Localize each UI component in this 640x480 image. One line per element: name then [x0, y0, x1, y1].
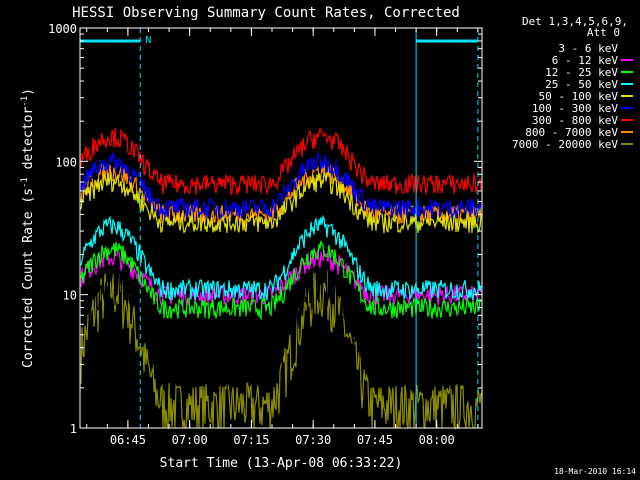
legend-label: 25 - 50 keV [545, 78, 618, 91]
legend-label: 6 - 12 keV [552, 54, 619, 67]
y-tick-label: 10 [63, 289, 77, 303]
legend-label: 100 - 300 keV [532, 102, 618, 115]
y-axis-label-end: ) [21, 88, 36, 96]
y-tick-label: 1000 [48, 22, 77, 36]
night-flag-label: N [145, 35, 151, 46]
legend-header-line-1: Det 1,3,4,5,6,9, [522, 15, 628, 28]
legend-label: 3 - 6 keV [558, 42, 618, 55]
legend-label: 50 - 100 keV [539, 90, 619, 103]
x-tick-label: 07:45 [357, 433, 393, 447]
series-line [80, 250, 482, 391]
chart-title: HESSI Observing Summary Count Rates, Cor… [72, 5, 460, 21]
x-tick-label: 06:45 [110, 433, 146, 447]
legend-label: 800 - 7000 keV [525, 126, 618, 139]
series-layer [80, 127, 482, 431]
x-tick-label: 07:30 [295, 433, 331, 447]
y-axis-label-sup2: -1 [20, 96, 30, 107]
x-tick-label: 07:15 [233, 433, 269, 447]
series-line [80, 270, 482, 431]
legend-label: 12 - 25 keV [545, 66, 618, 79]
series-line [80, 214, 482, 302]
y-tick-label: 100 [55, 155, 77, 169]
legend-header-line-2: Att 0 [587, 26, 620, 39]
y-tick-label: 1 [70, 422, 77, 436]
x-axis: 06:45 07:00 07:15 07:30 07:45 08:00 [86, 28, 479, 447]
footer-timestamp: 18-Mar-2010 16:14 [554, 467, 636, 476]
x-tick-label: 07:00 [172, 433, 208, 447]
y-axis: 1 10 100 1000 [48, 22, 482, 436]
y-axis-label-main: Corrected Count Rate (s [21, 188, 36, 368]
series-line [80, 152, 482, 221]
legend-label: 7000 - 20000 keV [512, 138, 618, 151]
series-line [80, 172, 482, 234]
y-axis-label-mid: detector [21, 107, 36, 178]
series-line [80, 240, 482, 321]
series-line [80, 127, 482, 196]
plot-frame [79, 27, 483, 429]
y-axis-label: Corrected Count Rate (s-1 detector-1) [20, 88, 36, 368]
legend-label: 300 - 800 keV [532, 114, 618, 127]
y-axis-label-sup1: -1 [20, 177, 30, 188]
x-tick-label: 08:00 [419, 433, 455, 447]
series-line [80, 248, 482, 307]
x-axis-label: Start Time (13-Apr-08 06:33:22) [160, 456, 403, 471]
